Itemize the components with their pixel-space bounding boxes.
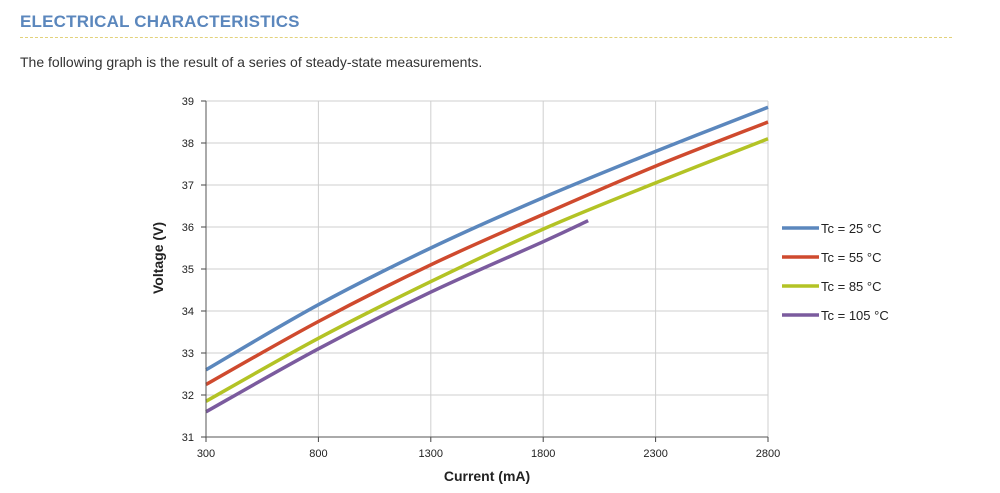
series-line-tc-55 <box>205 120 769 387</box>
x-tick-label: 1300 <box>419 448 443 460</box>
intro-text: The following graph is the result of a s… <box>20 54 483 70</box>
y-tick-label: 37 <box>182 180 194 192</box>
series-lines <box>205 105 769 414</box>
y-tick-label: 34 <box>182 306 194 318</box>
series-line-tc-25 <box>205 105 769 372</box>
series-line-tc-85 <box>205 137 769 403</box>
legend-label-tc-55: Tc = 55 °C <box>821 250 881 265</box>
legend-label-tc-25: Tc = 25 °C <box>821 221 881 236</box>
y-tick-label: 31 <box>182 432 194 444</box>
y-tick-label: 39 <box>182 96 194 108</box>
x-tick-label: 800 <box>309 448 327 460</box>
y-tick-label: 36 <box>182 222 194 234</box>
x-tick-label: 2300 <box>643 448 667 460</box>
legend-label-tc-85: Tc = 85 °C <box>821 279 881 294</box>
y-axis-title: Voltage (V) <box>150 222 166 294</box>
legend: Tc = 25 °C Tc = 55 °C Tc = 85 °C Tc = 105 °… <box>782 221 889 323</box>
axes: 31 32 33 34 35 36 37 38 39 300 800 1300 1800 2300 2800 <box>182 96 780 460</box>
x-tick-label: 300 <box>197 448 215 460</box>
series-line-tc-105 <box>205 219 589 414</box>
grid <box>205 100 769 438</box>
y-tick-label: 32 <box>182 390 194 402</box>
y-tick-label: 35 <box>182 264 194 276</box>
section-title: ELECTRICAL CHARACTERISTICS <box>20 12 300 31</box>
x-tick-label: 1800 <box>531 448 555 460</box>
y-tick-label: 33 <box>182 348 194 360</box>
y-tick-label: 38 <box>182 138 194 150</box>
x-tick-label: 2800 <box>756 448 780 460</box>
section-divider <box>20 37 952 38</box>
legend-label-tc-105: Tc = 105 °C <box>821 308 889 323</box>
x-axis-title: Current (mA) <box>444 468 530 484</box>
